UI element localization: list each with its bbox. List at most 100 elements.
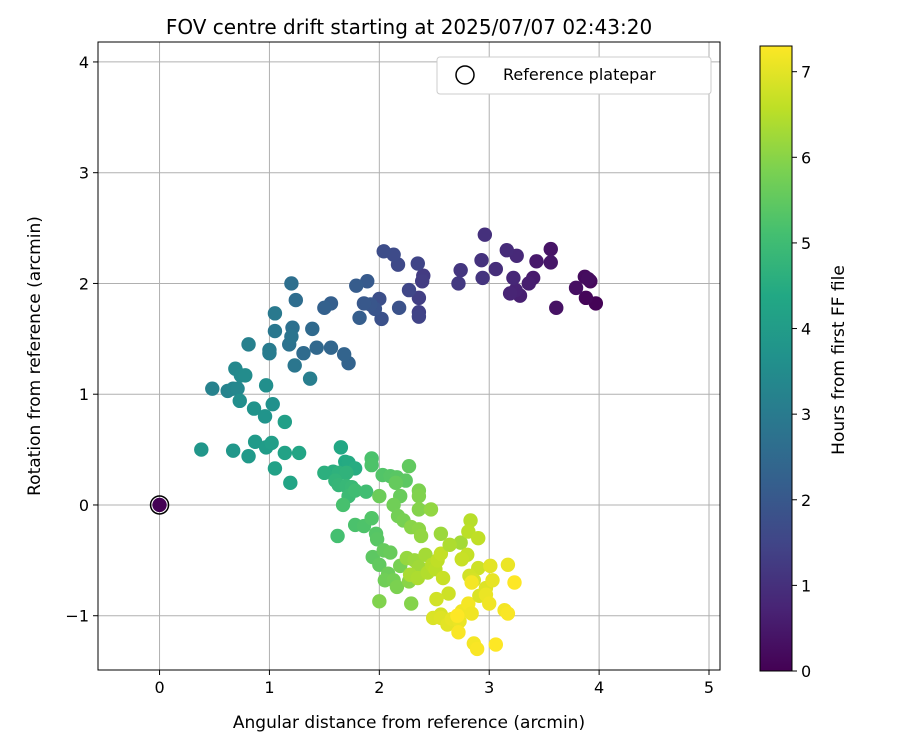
chart-title: FOV centre drift starting at 2025/07/07 … — [166, 15, 652, 39]
data-point — [549, 300, 564, 316]
data-point — [267, 461, 283, 476]
data-point — [302, 371, 318, 386]
data-point — [296, 346, 311, 361]
data-point — [277, 445, 293, 461]
data-point — [232, 393, 247, 409]
colorbar-tick-label: 5 — [801, 234, 811, 253]
data-point — [333, 440, 349, 455]
data-point — [205, 381, 220, 396]
data-point — [194, 442, 209, 457]
data-point — [488, 637, 504, 652]
data-point — [264, 435, 279, 451]
data-point — [410, 256, 425, 271]
y-axis-ticks: −1 0 1 2 3 4 — [65, 53, 98, 626]
data-point — [372, 557, 387, 572]
data-point — [411, 290, 427, 306]
data-point — [543, 255, 558, 270]
data-point — [376, 244, 391, 259]
data-point — [258, 378, 274, 393]
data-point — [277, 414, 293, 430]
data-point — [383, 545, 398, 560]
data-point — [451, 625, 466, 640]
data-point — [283, 475, 298, 491]
data-point — [485, 573, 500, 588]
y-tick-label: 1 — [79, 385, 89, 404]
data-point — [488, 261, 504, 277]
data-point — [262, 346, 277, 361]
data-point — [433, 546, 449, 561]
data-point — [483, 558, 498, 574]
scatter-points — [152, 227, 604, 657]
data-point — [482, 596, 497, 611]
colorbar-ticks: 0 1 2 3 4 5 6 7 — [792, 63, 811, 681]
data-point — [323, 340, 339, 355]
grid-lines — [98, 42, 720, 670]
x-axis-ticks: 0 1 2 3 4 5 — [154, 670, 714, 697]
data-point — [391, 300, 407, 316]
data-point — [267, 323, 283, 339]
data-point — [284, 276, 299, 291]
y-tick-label: 4 — [79, 53, 89, 72]
data-point — [339, 465, 354, 481]
data-point — [257, 409, 273, 424]
data-point — [411, 309, 427, 324]
data-point — [336, 347, 352, 362]
data-point — [433, 526, 449, 541]
data-point — [580, 271, 596, 287]
x-axis-label: Angular distance from reference (arcmin) — [233, 713, 585, 733]
data-point — [364, 457, 379, 473]
data-point — [450, 608, 465, 623]
data-point — [442, 537, 457, 553]
data-point — [578, 290, 594, 306]
data-point — [529, 254, 544, 269]
y-tick-label: −1 — [65, 607, 89, 626]
data-point — [288, 292, 304, 308]
data-point — [411, 488, 427, 504]
data-point — [230, 381, 245, 396]
data-point — [358, 484, 374, 499]
data-point — [414, 274, 430, 289]
reference-point-fill — [152, 497, 167, 513]
data-point — [347, 483, 363, 498]
data-point — [451, 276, 466, 291]
data-point — [435, 570, 451, 586]
colorbar-tick-label: 2 — [801, 491, 811, 510]
data-point — [499, 243, 515, 258]
data-point — [441, 586, 456, 601]
data-point — [507, 575, 522, 590]
x-tick-label: 4 — [594, 678, 604, 697]
colorbar-tick-label: 6 — [801, 148, 811, 167]
data-point — [401, 282, 417, 298]
data-point — [454, 552, 469, 567]
data-point — [475, 270, 490, 286]
data-point — [389, 579, 405, 595]
colorbar — [759, 45, 793, 672]
data-point — [413, 528, 429, 544]
data-point — [352, 310, 367, 325]
legend-label: Reference platepar — [503, 65, 656, 84]
data-point — [469, 641, 485, 657]
y-tick-label: 2 — [79, 274, 89, 293]
data-point — [453, 535, 468, 550]
data-point — [372, 594, 387, 609]
colorbar-label: Hours from first FF file — [829, 265, 849, 455]
data-point — [464, 606, 479, 621]
data-point — [330, 528, 345, 544]
data-point — [241, 449, 256, 464]
data-point — [284, 329, 299, 344]
data-point — [309, 340, 324, 355]
y-axis-label: Rotation from reference (arcmin) — [25, 216, 45, 496]
data-point — [267, 306, 283, 321]
data-point — [360, 274, 375, 289]
data-point — [506, 270, 521, 286]
colorbar-tick-label: 3 — [801, 405, 811, 424]
colorbar-tick-label: 1 — [801, 576, 811, 595]
data-point — [386, 497, 401, 513]
data-point — [403, 596, 419, 611]
data-point — [246, 401, 262, 416]
data-point — [463, 513, 478, 528]
data-point — [241, 337, 256, 352]
data-point — [500, 606, 516, 621]
data-point — [335, 497, 351, 513]
